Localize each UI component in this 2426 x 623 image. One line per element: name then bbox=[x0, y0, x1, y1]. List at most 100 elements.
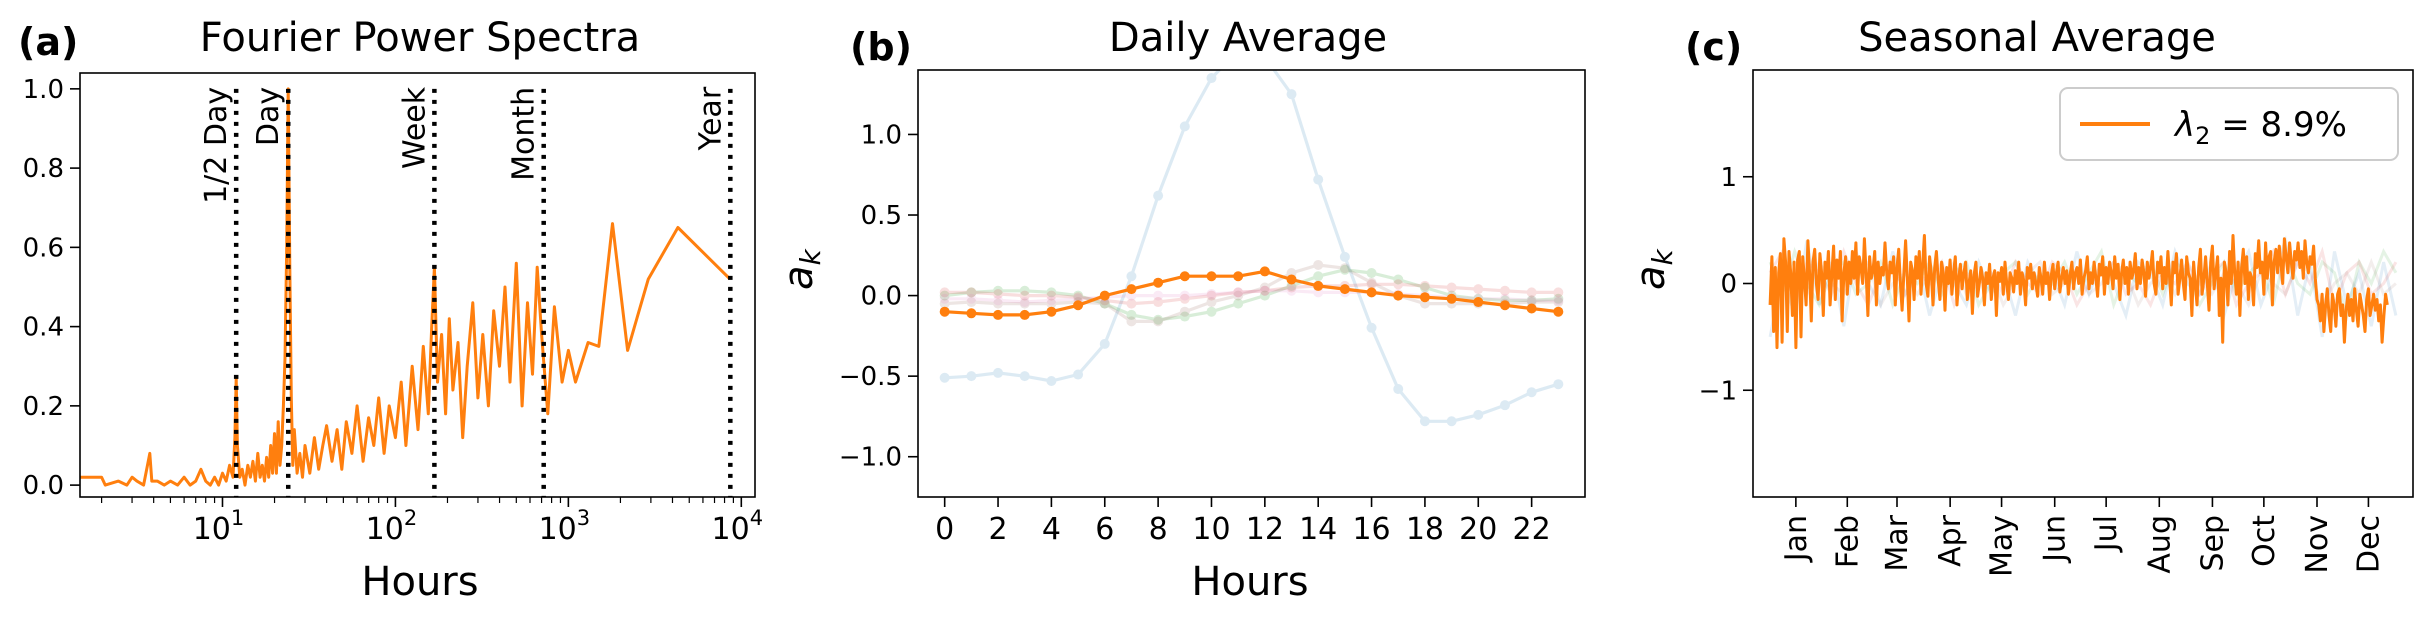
series-point bbox=[1446, 282, 1457, 293]
series-point bbox=[1393, 279, 1404, 290]
panel-c: (c) Seasonal Average 1 0 −1 Jan Feb Mar Apr May… bbox=[1628, 15, 2414, 577]
series-point bbox=[1259, 285, 1270, 296]
series-point bbox=[939, 290, 950, 301]
month-tick-label: May bbox=[1985, 515, 2020, 577]
series-point bbox=[1233, 271, 1244, 282]
series-point bbox=[993, 309, 1004, 320]
series-point bbox=[1339, 263, 1350, 274]
series-point bbox=[1233, 298, 1244, 309]
month-tick-label: Jul bbox=[2089, 515, 2124, 553]
plot-area-c: 1 0 −1 Jan Feb Mar Apr May Jun Jul Aug Sep Oct Nov Dec bbox=[1699, 163, 2398, 577]
series-point bbox=[1339, 284, 1350, 295]
series-point bbox=[1126, 271, 1137, 282]
month-tick-label: Sep bbox=[2195, 515, 2230, 572]
series-point bbox=[1553, 295, 1564, 306]
x-tick-label-a: 102 bbox=[366, 506, 418, 547]
series-group-b bbox=[939, 70, 1564, 427]
legend-frame bbox=[2059, 87, 2399, 161]
series-point bbox=[1419, 416, 1430, 427]
x-tick-label-b: 22 bbox=[1513, 512, 1551, 547]
series-point bbox=[1526, 387, 1537, 398]
series-point bbox=[1206, 271, 1217, 282]
series-point bbox=[939, 306, 950, 317]
series-point bbox=[1313, 271, 1324, 282]
series-point bbox=[1019, 298, 1030, 309]
y-axis-label-b: ak bbox=[776, 247, 827, 290]
x-tick-label-b: 16 bbox=[1352, 512, 1390, 547]
series-point bbox=[939, 287, 950, 298]
month-tick-label: Mar bbox=[1880, 514, 1915, 571]
y-tick-label-b: −1.0 bbox=[839, 443, 902, 473]
y-tick-label-a: 0.2 bbox=[23, 392, 64, 422]
series-point bbox=[1419, 280, 1430, 291]
series-point bbox=[1206, 290, 1217, 301]
series-line bbox=[944, 268, 1559, 322]
x-tick-label-base-a: 10 bbox=[712, 512, 750, 547]
series-point bbox=[1179, 293, 1190, 304]
series-point bbox=[993, 285, 1004, 296]
axes-frame-c bbox=[1752, 69, 2414, 498]
month-tick-label: Jun bbox=[2038, 515, 2073, 564]
x-tick-label-b: 20 bbox=[1459, 512, 1497, 547]
series-point bbox=[1393, 274, 1404, 285]
axes-frame-b bbox=[917, 69, 1586, 498]
x-tick-label-exp-a: 3 bbox=[577, 506, 590, 530]
series-point bbox=[1526, 295, 1537, 306]
month-tick-label: Feb bbox=[1830, 515, 1865, 568]
series-point bbox=[1286, 274, 1297, 285]
panel-a: (a) Fourier Power Spectra 101 102 103 1040.… bbox=[18, 15, 763, 605]
series-point bbox=[1179, 121, 1190, 132]
series-point bbox=[1366, 287, 1377, 298]
month-tick-label: Jan bbox=[1779, 515, 1814, 563]
y-tick-label-a: 0.8 bbox=[23, 154, 64, 184]
series-point bbox=[1366, 279, 1377, 290]
series-point bbox=[1499, 285, 1510, 296]
series-point bbox=[1153, 290, 1164, 301]
series-point bbox=[1313, 280, 1324, 291]
y-tick-label-c: −1 bbox=[1699, 376, 1737, 406]
x-tick-label-b: 12 bbox=[1246, 512, 1284, 547]
series-point bbox=[993, 298, 1004, 309]
series-point bbox=[1179, 290, 1190, 301]
x-tick-label-b: 6 bbox=[1095, 512, 1114, 547]
panel-label-c: (c) bbox=[1685, 25, 1742, 69]
series-point bbox=[1019, 309, 1030, 320]
series-point bbox=[1179, 306, 1190, 317]
series-point bbox=[1366, 268, 1377, 279]
series-point bbox=[993, 288, 1004, 299]
series-point bbox=[1499, 300, 1510, 311]
series-point bbox=[1339, 264, 1350, 275]
series-point bbox=[1099, 298, 1110, 309]
series-point bbox=[1153, 190, 1164, 201]
series-point bbox=[1073, 369, 1084, 380]
series-point bbox=[1019, 290, 1030, 301]
series-point bbox=[1446, 293, 1457, 304]
y-tick-label-a: 0.6 bbox=[23, 233, 64, 263]
series-point bbox=[1366, 277, 1377, 288]
series-point bbox=[966, 293, 977, 304]
y-tick-label-a: 0.0 bbox=[23, 471, 64, 501]
series-point bbox=[1499, 400, 1510, 411]
series-point bbox=[1099, 298, 1110, 309]
month-tick-label: Oct bbox=[2247, 515, 2282, 567]
series-point bbox=[1259, 266, 1270, 277]
x-tick-label-a: 104 bbox=[712, 506, 764, 547]
y-tick-label-c: 0 bbox=[1720, 270, 1737, 300]
x-axis-label-a: Hours bbox=[361, 559, 478, 605]
series-point bbox=[1153, 314, 1164, 325]
chart-title-a: Fourier Power Spectra bbox=[200, 15, 640, 61]
series-point bbox=[1046, 298, 1057, 309]
series-point bbox=[966, 297, 977, 308]
series-point bbox=[1046, 375, 1057, 386]
month-tick-label: Apr bbox=[1933, 514, 1968, 567]
series-point bbox=[1126, 316, 1137, 327]
y-tick-label-b: 1.0 bbox=[861, 120, 902, 150]
series-point bbox=[1553, 297, 1564, 308]
series-point bbox=[1446, 416, 1457, 427]
series-point bbox=[1073, 300, 1084, 311]
x-tick-label-base-a: 10 bbox=[366, 512, 404, 547]
series-point bbox=[1206, 73, 1217, 84]
series-point bbox=[966, 287, 977, 298]
series-point bbox=[1046, 287, 1057, 298]
